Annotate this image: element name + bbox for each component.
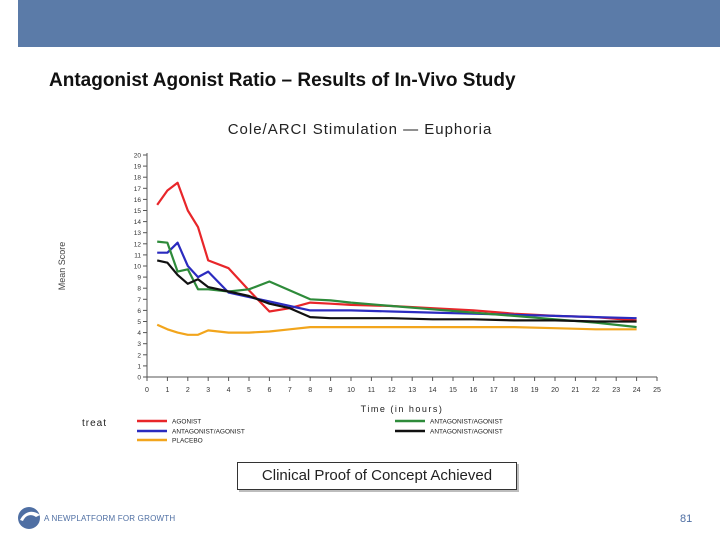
y-tick-label: 7	[137, 297, 141, 304]
slide-title: Antagonist Agonist Ratio – Results of In…	[49, 70, 516, 91]
y-tick-label: 9	[137, 275, 141, 282]
x-tick-label: 12	[388, 387, 396, 394]
y-tick-label: 15	[134, 208, 142, 215]
company-logo-icon	[18, 507, 40, 529]
chart-title: Cole/ARCI Stimulation — Euphoria	[228, 121, 493, 138]
x-tick-label: 20	[551, 387, 559, 394]
x-tick-label: 14	[429, 387, 437, 394]
x-tick-label: 22	[592, 387, 600, 394]
series-line	[156, 259, 637, 323]
x-tick-label: 4	[227, 387, 231, 394]
y-tick-label: 0	[137, 375, 141, 382]
x-tick-label: 3	[206, 387, 210, 394]
x-tick-label: 5	[247, 387, 251, 394]
y-tick-label: 3	[137, 341, 141, 348]
legend: AGONIST ANTAGONIST/AGONIST PLACEBO ANTAGONI…	[137, 419, 503, 445]
y-tick-label: 1	[137, 363, 141, 370]
y-tick-label: 2	[137, 352, 141, 359]
y-tick-label: 19	[134, 164, 142, 171]
x-tick-label: 15	[449, 387, 457, 394]
x-tick-label: 19	[531, 387, 539, 394]
y-tick-label: 17	[134, 186, 142, 193]
page-number: 81	[680, 513, 693, 525]
x-tick-label: 21	[572, 387, 580, 394]
x-tick-label: 18	[510, 387, 518, 394]
x-tick-label: 10	[347, 387, 355, 394]
x-tick-label: 11	[368, 387, 375, 394]
x-tick-label: 16	[470, 387, 478, 394]
legend-label: PLACEBO	[172, 438, 203, 445]
y-axis-label: Mean Score	[57, 242, 67, 291]
series-layer	[156, 181, 637, 336]
x-tick-label: 25	[653, 387, 661, 394]
x-tick-label: 7	[288, 387, 292, 394]
y-tick-label: 8	[137, 286, 141, 293]
y-tick-label: 5	[137, 319, 141, 326]
legend-title: treat	[82, 418, 107, 429]
series-line	[156, 323, 637, 336]
y-tick-label: 11	[134, 252, 141, 259]
legend-label: ANTAGONIST/AGONIST	[172, 429, 245, 436]
line-chart: Cole/ARCI Stimulation — Euphoria Mean Sc…	[57, 121, 661, 445]
x-tick-label: 24	[633, 387, 641, 394]
y-tick-label: 6	[137, 308, 141, 315]
legend-label: ANTAGONIST/AGONIST	[430, 429, 503, 436]
footer-tagline: A NEWPLATFORM FOR GROWTH	[44, 514, 176, 523]
x-tick-label: 1	[165, 387, 169, 394]
y-tick-label: 14	[134, 219, 142, 226]
conclusion-callout: Clinical Proof of Concept Achieved	[237, 462, 517, 490]
legend-label: AGONIST	[172, 419, 201, 426]
legend-label: ANTAGONIST/AGONIST	[430, 419, 503, 426]
y-tick-label: 13	[134, 230, 142, 237]
y-tick-label: 10	[134, 264, 142, 271]
x-tick-label: 6	[267, 387, 271, 394]
x-tick-label: 9	[329, 387, 333, 394]
x-tick-label: 17	[490, 387, 498, 394]
series-line	[156, 181, 637, 322]
y-tick-label: 16	[134, 197, 142, 204]
series-line	[157, 240, 637, 329]
y-tick-label: 20	[134, 153, 142, 160]
y-tick-label: 18	[134, 175, 142, 182]
x-axis-label: Time (in hours)	[361, 404, 444, 414]
x-tick-label: 0	[145, 387, 149, 394]
x-tick-label: 23	[612, 387, 620, 394]
top-banner	[18, 0, 720, 47]
x-tick-label: 2	[186, 387, 190, 394]
y-tick-label: 12	[134, 241, 142, 248]
y-tick-label: 4	[137, 330, 141, 337]
x-tick-label: 13	[408, 387, 416, 394]
x-tick-label: 8	[308, 387, 312, 394]
